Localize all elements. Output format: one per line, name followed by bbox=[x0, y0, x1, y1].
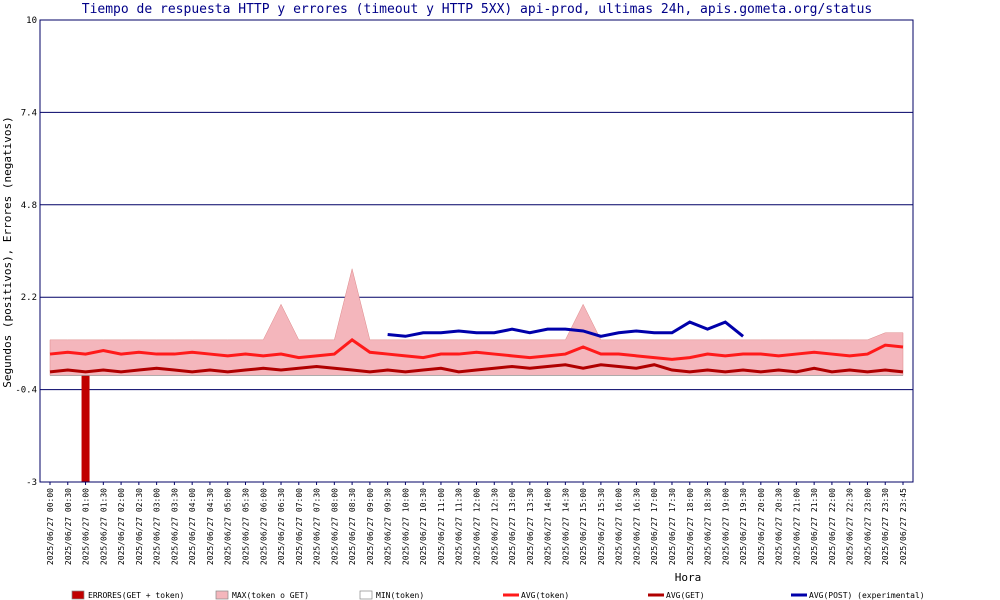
x-tick-label: 2025/06/27 23:45 bbox=[899, 488, 908, 565]
error-bar bbox=[81, 375, 90, 482]
legend-label: MAX(token o GET) bbox=[232, 591, 309, 600]
max-area bbox=[49, 268, 904, 376]
x-tick-label: 2025/06/27 05:30 bbox=[241, 488, 250, 565]
x-tick-label: 2025/06/27 03:30 bbox=[170, 488, 179, 565]
x-tick-label: 2025/06/27 06:00 bbox=[259, 488, 268, 565]
x-tick-label: 2025/06/27 16:00 bbox=[615, 488, 624, 565]
x-tick-label: 2025/06/27 15:30 bbox=[597, 488, 606, 565]
x-tick-label: 2025/06/27 18:00 bbox=[686, 488, 695, 565]
legend-swatch bbox=[71, 590, 85, 600]
x-tick-label: 2025/06/27 19:30 bbox=[739, 488, 748, 565]
plot-frame bbox=[39, 19, 914, 483]
legend-label: ERRORES(GET + token) bbox=[88, 591, 184, 600]
x-tick-label: 2025/06/27 15:00 bbox=[579, 488, 588, 565]
legend-label: MIN(token) bbox=[376, 591, 424, 600]
x-tick-label: 2025/06/27 02:00 bbox=[117, 488, 126, 565]
x-tick-label: 2025/06/27 10:00 bbox=[401, 488, 410, 565]
y-tick-label: 4.8 bbox=[21, 201, 37, 211]
x-tick-label: 2025/06/27 17:00 bbox=[650, 488, 659, 565]
x-tick-label: 2025/06/27 21:00 bbox=[792, 488, 801, 565]
legend-label: AVG(token) bbox=[521, 591, 569, 600]
x-tick-label: 2025/06/27 00:30 bbox=[64, 488, 73, 565]
x-tick-label: 2025/06/27 19:00 bbox=[721, 488, 730, 565]
x-tick-label: 2025/06/27 09:30 bbox=[384, 488, 393, 565]
y-axis-label: Segundos (positivos), Errores (negativos… bbox=[1, 116, 14, 388]
avg-line bbox=[49, 363, 904, 374]
legend-swatch bbox=[359, 590, 373, 600]
x-tick-label: 2025/06/27 14:00 bbox=[544, 488, 553, 565]
x-tick-label: 2025/06/27 11:30 bbox=[455, 488, 464, 565]
x-tick-label: 2025/06/27 10:30 bbox=[419, 488, 428, 565]
x-tick-label: 2025/06/27 11:00 bbox=[437, 488, 446, 565]
x-tick-label: 2025/06/27 23:30 bbox=[881, 488, 890, 565]
x-tick-label: 2025/06/27 06:30 bbox=[277, 488, 286, 565]
y-tick-label: 2.2 bbox=[21, 293, 37, 303]
x-tick-label: 2025/06/27 05:00 bbox=[224, 488, 233, 565]
x-tick-label: 2025/06/27 08:30 bbox=[348, 488, 357, 565]
x-tick-label: 2025/06/27 04:30 bbox=[206, 488, 215, 565]
x-tick-label: 2025/06/27 16:30 bbox=[632, 488, 641, 565]
x-tick-label: 2025/06/27 08:00 bbox=[330, 488, 339, 565]
x-tick-label: 2025/06/27 02:30 bbox=[135, 488, 144, 565]
x-tick-label: 2025/06/27 12:30 bbox=[490, 488, 499, 565]
x-tick-label: 2025/06/27 07:30 bbox=[313, 488, 322, 565]
x-tick-label: 2025/06/27 14:30 bbox=[561, 488, 570, 565]
legend-swatch bbox=[215, 590, 229, 600]
x-tick-label: 2025/06/27 13:00 bbox=[508, 488, 517, 565]
x-tick-label: 2025/06/27 20:30 bbox=[775, 488, 784, 565]
legend-label: AVG(GET) bbox=[666, 591, 705, 600]
y-tick-label: -0.4 bbox=[15, 386, 37, 396]
legend-label: AVG(POST) (experimental) bbox=[809, 591, 925, 600]
x-tick-label: 2025/06/27 22:30 bbox=[846, 488, 855, 565]
x-tick-label: 2025/06/27 23:00 bbox=[863, 488, 872, 565]
avg-line bbox=[387, 320, 744, 338]
x-tick-label: 2025/06/27 09:00 bbox=[366, 488, 375, 565]
x-tick-label: 2025/06/27 07:00 bbox=[295, 488, 304, 565]
x-tick-label: 2025/06/27 13:30 bbox=[526, 488, 535, 565]
x-axis-label: Hora bbox=[675, 571, 702, 584]
x-tick-label: 2025/06/27 18:30 bbox=[704, 488, 713, 565]
x-tick-label: 2025/06/27 17:30 bbox=[668, 488, 677, 565]
x-tick-label: 2025/06/27 04:00 bbox=[188, 488, 197, 565]
x-tick-label: 2025/06/27 21:30 bbox=[810, 488, 819, 565]
y-tick-label: 7.4 bbox=[21, 108, 37, 118]
chart-title: Tiempo de respuesta HTTP y errores (time… bbox=[82, 2, 873, 17]
x-tick-label: 2025/06/27 20:00 bbox=[757, 488, 766, 565]
x-tick-label: 2025/06/27 00:00 bbox=[46, 488, 55, 565]
x-tick-label: 2025/06/27 03:00 bbox=[153, 488, 162, 565]
x-tick-label: 2025/06/27 01:00 bbox=[82, 488, 91, 565]
y-tick-label: -3 bbox=[26, 478, 37, 488]
x-tick-label: 2025/06/27 01:30 bbox=[99, 488, 108, 565]
x-tick-label: 2025/06/27 22:00 bbox=[828, 488, 837, 565]
y-tick-label: 10 bbox=[26, 16, 37, 26]
avg-line bbox=[49, 337, 904, 361]
x-tick-label: 2025/06/27 12:00 bbox=[473, 488, 482, 565]
